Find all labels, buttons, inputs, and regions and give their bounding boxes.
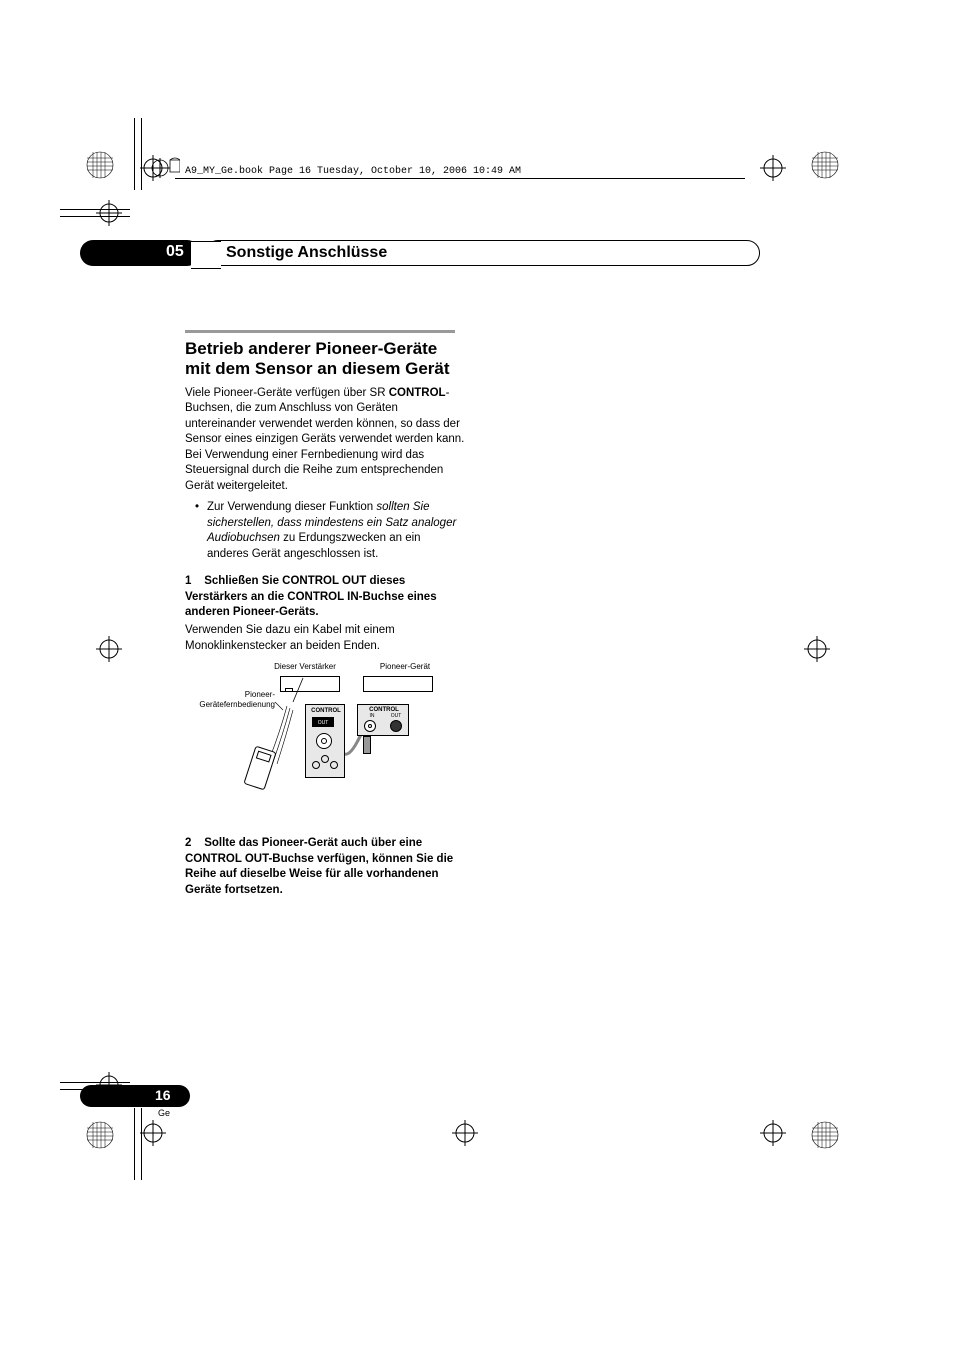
- page-number: 16: [155, 1087, 171, 1103]
- regmark-bottom-left-cross: [140, 1120, 166, 1146]
- intro-post: -Buchsen, die zum Anschluss von Geräten …: [185, 387, 464, 492]
- regmark-top-right-hatch: [810, 150, 840, 180]
- bullet-item: Zur Verwendung dieser Funktion sollten S…: [185, 500, 465, 562]
- step2-text: Sollte das Pioneer-Gerät auch über eine …: [185, 837, 453, 896]
- manual-page: A9_MY_Ge.book Page 16 Tuesday, October 1…: [0, 0, 954, 1351]
- cropmark: [60, 209, 130, 210]
- page-number-pill: 16: [80, 1085, 190, 1107]
- regmark-bottom-left-hatch: [85, 1120, 115, 1150]
- regmark-left-mid: [96, 636, 122, 662]
- step1-num: 1: [185, 574, 201, 590]
- step2-num: 2: [185, 836, 201, 852]
- chapter-number-pill: 05: [80, 240, 200, 266]
- chapter-title-pill: Sonstige Anschlüsse: [205, 240, 760, 266]
- chapter-title: Sonstige Anschlüsse: [226, 244, 387, 262]
- step1-heading: 1 Schließen Sie CONTROL OUT dieses Verst…: [185, 574, 465, 621]
- connection-diagram: Dieser Verstärker Pioneer-Gerät Pioneer-…: [185, 662, 455, 822]
- section-rule: [185, 330, 455, 333]
- pdf-meta-rule: [175, 178, 745, 179]
- diagram-device-in-jack: [364, 720, 376, 732]
- diagram-amp-out-box: OUT: [312, 717, 334, 727]
- diagram-amp-backplate: CONTROL OUT: [305, 704, 345, 778]
- content-column: Betrieb anderer Pioneer-Geräte mit dem S…: [185, 330, 465, 900]
- bullet-pre: Zur Verwendung dieser Funktion: [207, 501, 376, 513]
- step1-text: Schließen Sie CONTROL OUT dieses Verstär…: [185, 575, 437, 618]
- cropmark: [60, 216, 130, 217]
- regmark-bottom-right-hatch: [810, 1120, 840, 1150]
- step1-body: Verwenden Sie dazu ein Kabel mit einem M…: [185, 623, 465, 654]
- intro-bold: CONTROL: [389, 387, 446, 399]
- diagram-device-in-label: IN: [362, 713, 382, 720]
- pdf-meta-text: A9_MY_Ge.book Page 16 Tuesday, October 1…: [185, 166, 521, 177]
- diagram-screw: [330, 761, 338, 769]
- regmark-left-upper: [96, 200, 122, 226]
- diagram-screw: [312, 761, 320, 769]
- chapter-number: 05: [166, 243, 184, 261]
- step2-heading: 2 Sollte das Pioneer-Gerät auch über ein…: [185, 836, 465, 898]
- page-lang: Ge: [158, 1108, 170, 1118]
- cropmark: [60, 1082, 130, 1083]
- regmark-top-left-hatch: [85, 150, 115, 180]
- regmark-top-right-cross: [760, 155, 786, 181]
- book-icon: [150, 150, 180, 185]
- diagram-device-out-jack: [390, 720, 402, 732]
- cropmark: [134, 1108, 135, 1180]
- section-title: Betrieb anderer Pioneer-Geräte mit dem S…: [185, 339, 465, 380]
- diagram-device-out-label: OUT: [386, 713, 406, 720]
- regmark-bottom-center-cross: [452, 1120, 478, 1146]
- diagram-plug: [363, 736, 371, 754]
- cropmark: [134, 118, 135, 190]
- regmark-right-mid: [804, 636, 830, 662]
- diagram-device-backplate: CONTROL IN OUT: [357, 704, 409, 736]
- diagram-screw: [321, 755, 329, 763]
- regmark-bottom-right-cross: [760, 1120, 786, 1146]
- intro-paragraph: Viele Pioneer-Geräte verfügen über SR CO…: [185, 386, 465, 495]
- intro-pre: Viele Pioneer-Geräte verfügen über SR: [185, 387, 389, 399]
- diagram-amp-jack: [316, 733, 332, 749]
- chapter-header: 05 Sonstige Anschlüsse: [80, 240, 760, 266]
- diagram-amp-control-label: CONTROL: [308, 707, 344, 715]
